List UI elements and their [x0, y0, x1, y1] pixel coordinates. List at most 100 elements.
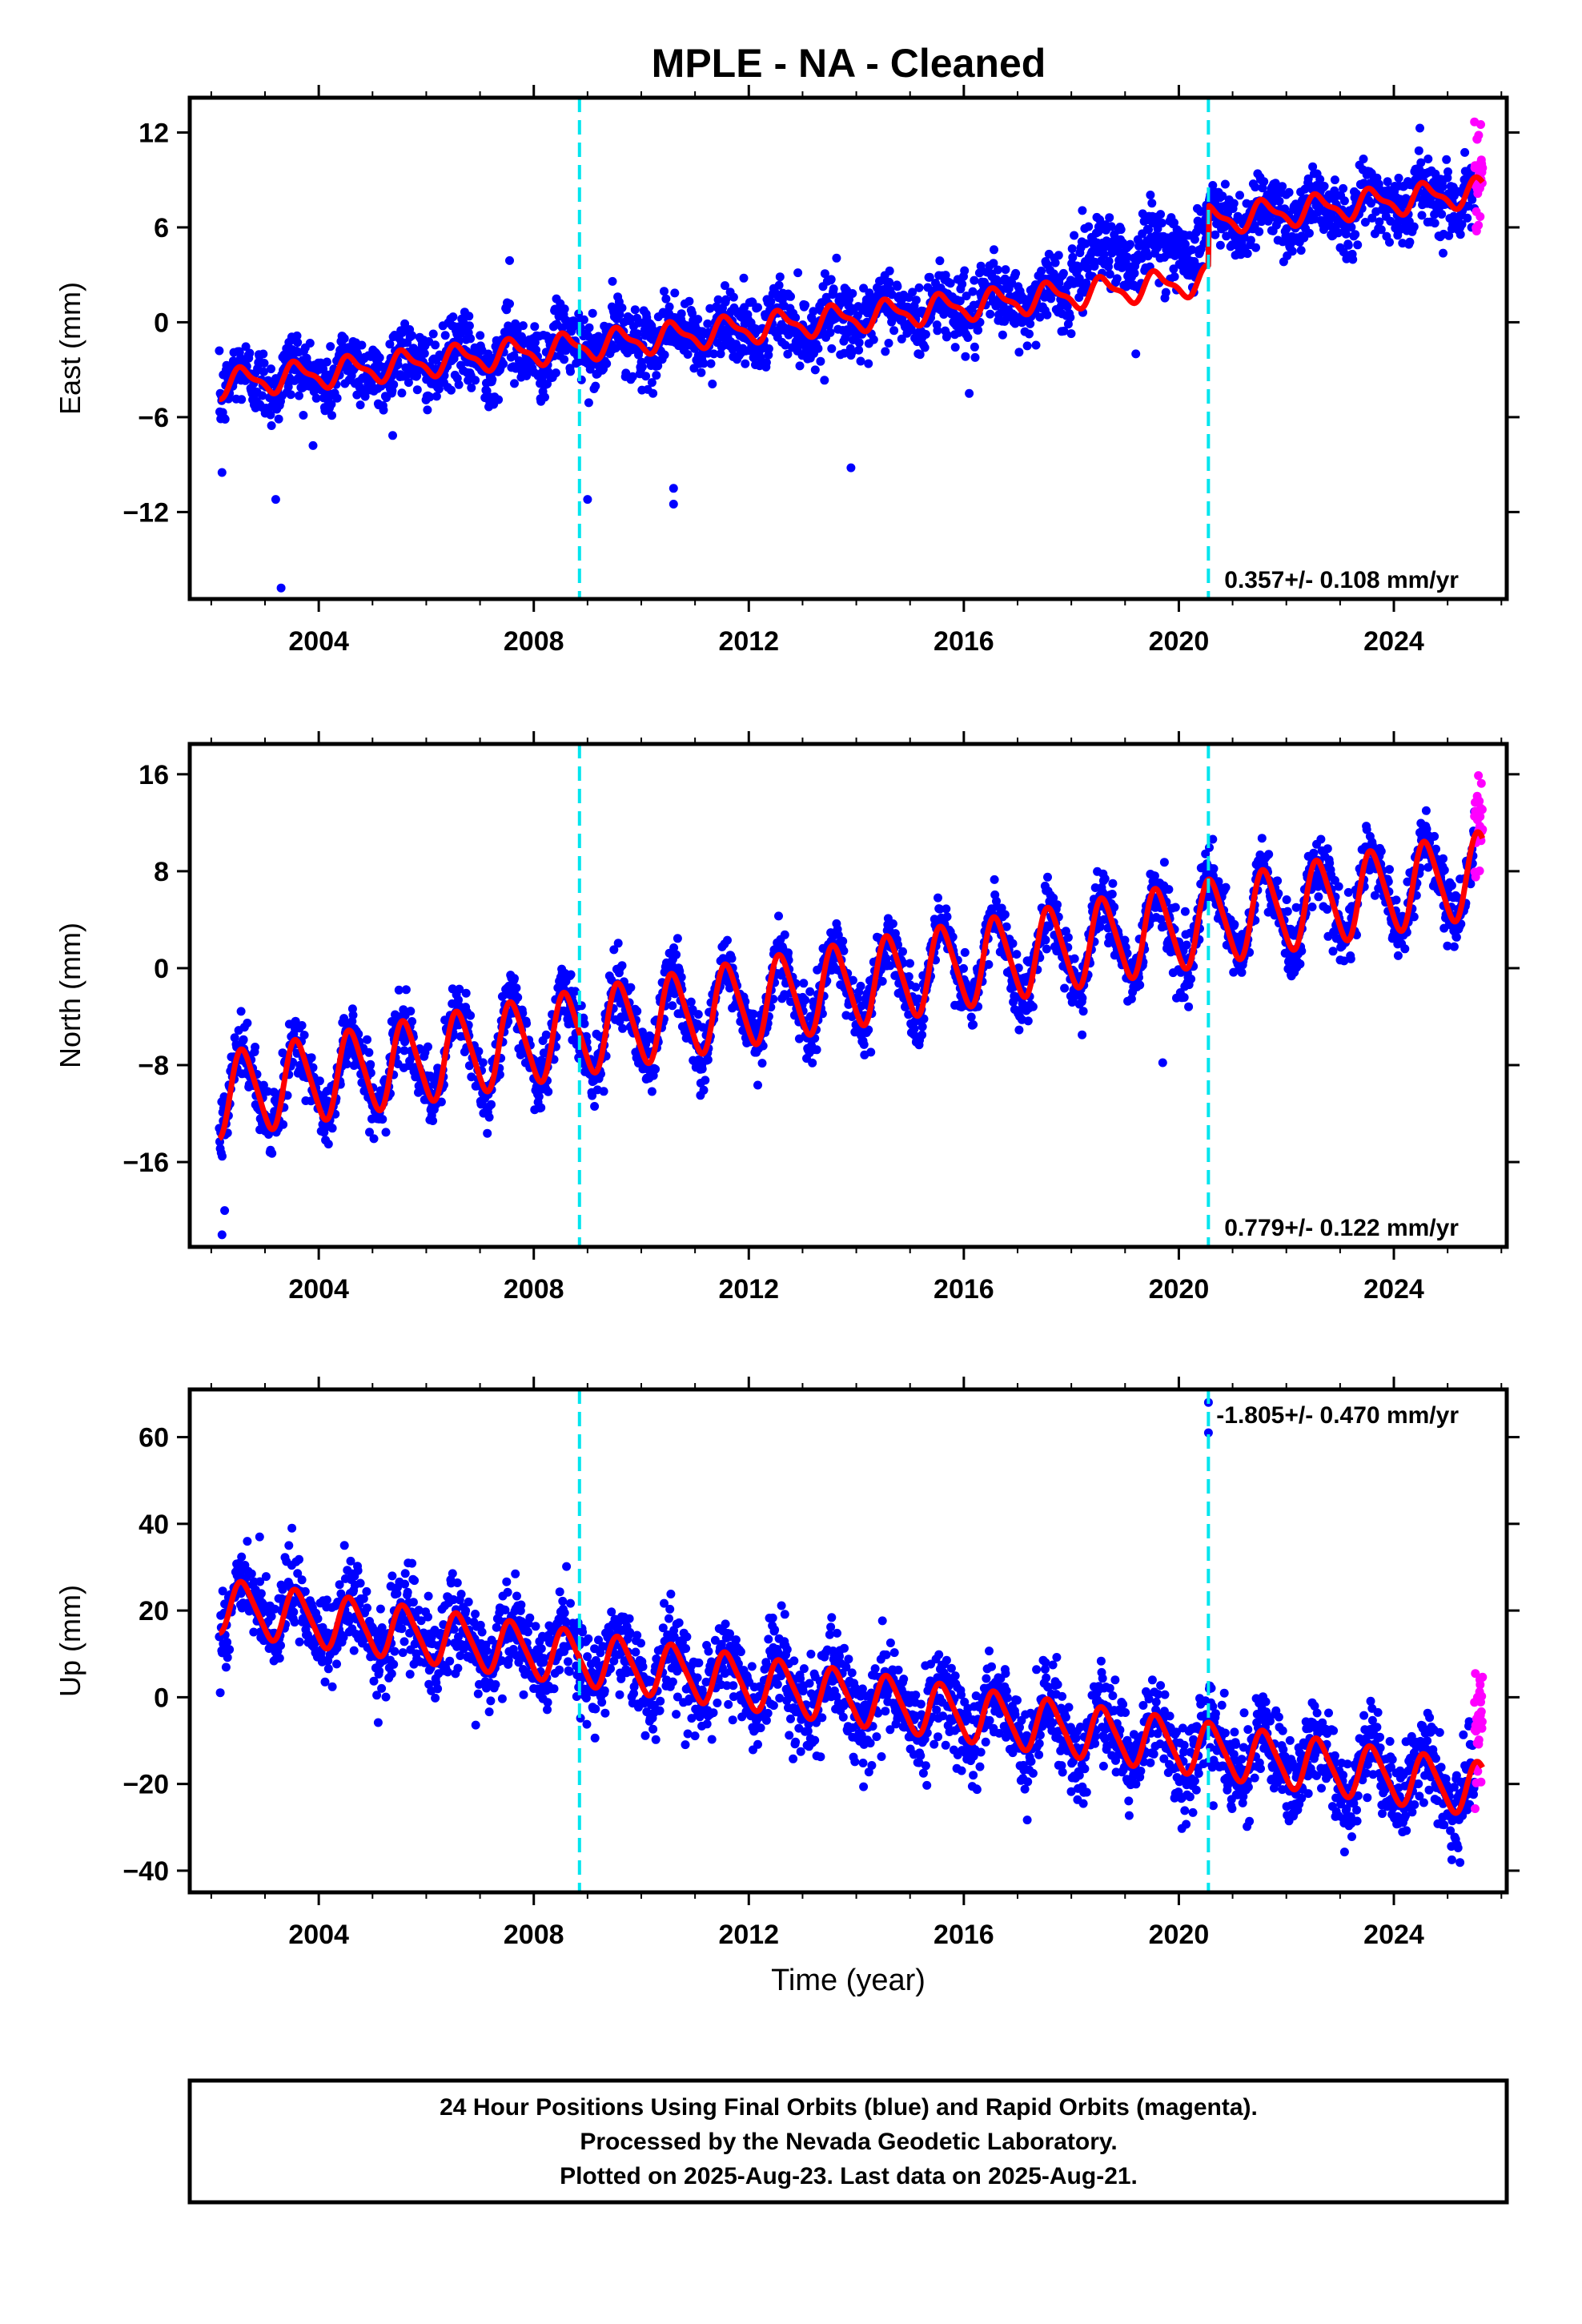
data-point [783, 349, 793, 359]
data-point [1108, 879, 1118, 888]
data-point [1430, 219, 1439, 228]
data-point [647, 378, 656, 388]
data-point [791, 313, 801, 323]
data-point [727, 954, 737, 963]
data-point [990, 245, 998, 255]
data-point [1070, 231, 1079, 240]
rapid-point [1474, 131, 1484, 140]
data-point [299, 1031, 309, 1039]
rapid-point [1476, 120, 1485, 129]
data-point [322, 357, 331, 367]
data-point [357, 340, 367, 350]
data-point [215, 346, 224, 356]
data-point [1146, 191, 1155, 199]
data-point [1438, 182, 1447, 191]
data-point [1190, 235, 1199, 244]
data-point [1251, 183, 1260, 192]
data-point [709, 349, 719, 359]
data-point [942, 330, 952, 340]
data-point [1042, 944, 1051, 954]
data-point [424, 1042, 432, 1051]
data-point [1359, 155, 1368, 163]
data-point [1315, 175, 1325, 184]
data-point [1284, 187, 1294, 197]
data-point [632, 1007, 642, 1016]
data-point [820, 376, 829, 385]
data-point [970, 342, 979, 352]
data-point [311, 393, 321, 403]
data-point [1014, 1025, 1024, 1035]
data-point [471, 376, 480, 385]
data-point [1220, 179, 1230, 189]
data-point [348, 1011, 358, 1020]
data-point [343, 1047, 352, 1056]
data-point [960, 947, 970, 957]
data-point [668, 1001, 677, 1011]
data-point [1460, 147, 1470, 157]
data-point [648, 388, 658, 398]
data-point [1442, 155, 1452, 164]
data-point [366, 1059, 375, 1069]
data-point [1078, 1007, 1088, 1016]
outlier-point [276, 583, 286, 593]
data-point [579, 315, 588, 324]
data-point [963, 333, 973, 342]
data-point [1028, 1002, 1038, 1011]
data-point [1014, 348, 1024, 357]
data-point [1437, 210, 1447, 219]
data-point [820, 269, 829, 279]
data-point [236, 1007, 246, 1016]
data-point [1307, 903, 1317, 911]
data-point [1078, 993, 1087, 1003]
data-point [608, 276, 617, 286]
data-point [494, 395, 504, 404]
data-point [566, 367, 575, 376]
data-point [905, 959, 914, 968]
x-tick-label: 2012 [718, 626, 779, 657]
data-point [464, 312, 474, 321]
data-point [665, 302, 674, 312]
data-point [283, 382, 293, 392]
data-point [478, 1058, 488, 1068]
data-point [537, 373, 547, 383]
data-point [267, 1148, 277, 1158]
data-point [319, 364, 328, 374]
data-point [1303, 174, 1313, 183]
data-point [697, 368, 706, 377]
data-point [898, 947, 907, 956]
data-point [1275, 196, 1284, 206]
data-point [400, 319, 410, 328]
data-point [1273, 876, 1283, 886]
data-point [775, 272, 785, 282]
data-point [917, 1022, 927, 1031]
data-point [1164, 885, 1174, 895]
data-point [1058, 268, 1068, 278]
x-tick-label: 2004 [288, 626, 349, 657]
data-point [1187, 245, 1197, 255]
data-point [935, 256, 945, 266]
data-point [1063, 933, 1073, 943]
data-point [1025, 329, 1034, 339]
data-point [375, 353, 384, 363]
data-point [1070, 954, 1079, 963]
data-point [1105, 269, 1114, 279]
data-point [884, 339, 893, 348]
data-point [1416, 158, 1426, 167]
data-point [764, 344, 773, 353]
data-point [739, 273, 749, 283]
data-point [580, 1019, 589, 1028]
data-point [1255, 227, 1264, 236]
rapid-orbit-points [1470, 117, 1488, 235]
data-point [723, 935, 732, 945]
data-point [1143, 251, 1153, 261]
data-point [829, 284, 838, 294]
data-point [808, 1058, 817, 1068]
data-point [397, 388, 407, 398]
data-point [584, 323, 594, 332]
data-point [1001, 265, 1010, 275]
data-point [602, 359, 612, 368]
data-point [917, 1030, 927, 1039]
data-point [1439, 248, 1447, 258]
data-point [993, 265, 1002, 275]
data-point [908, 287, 917, 297]
